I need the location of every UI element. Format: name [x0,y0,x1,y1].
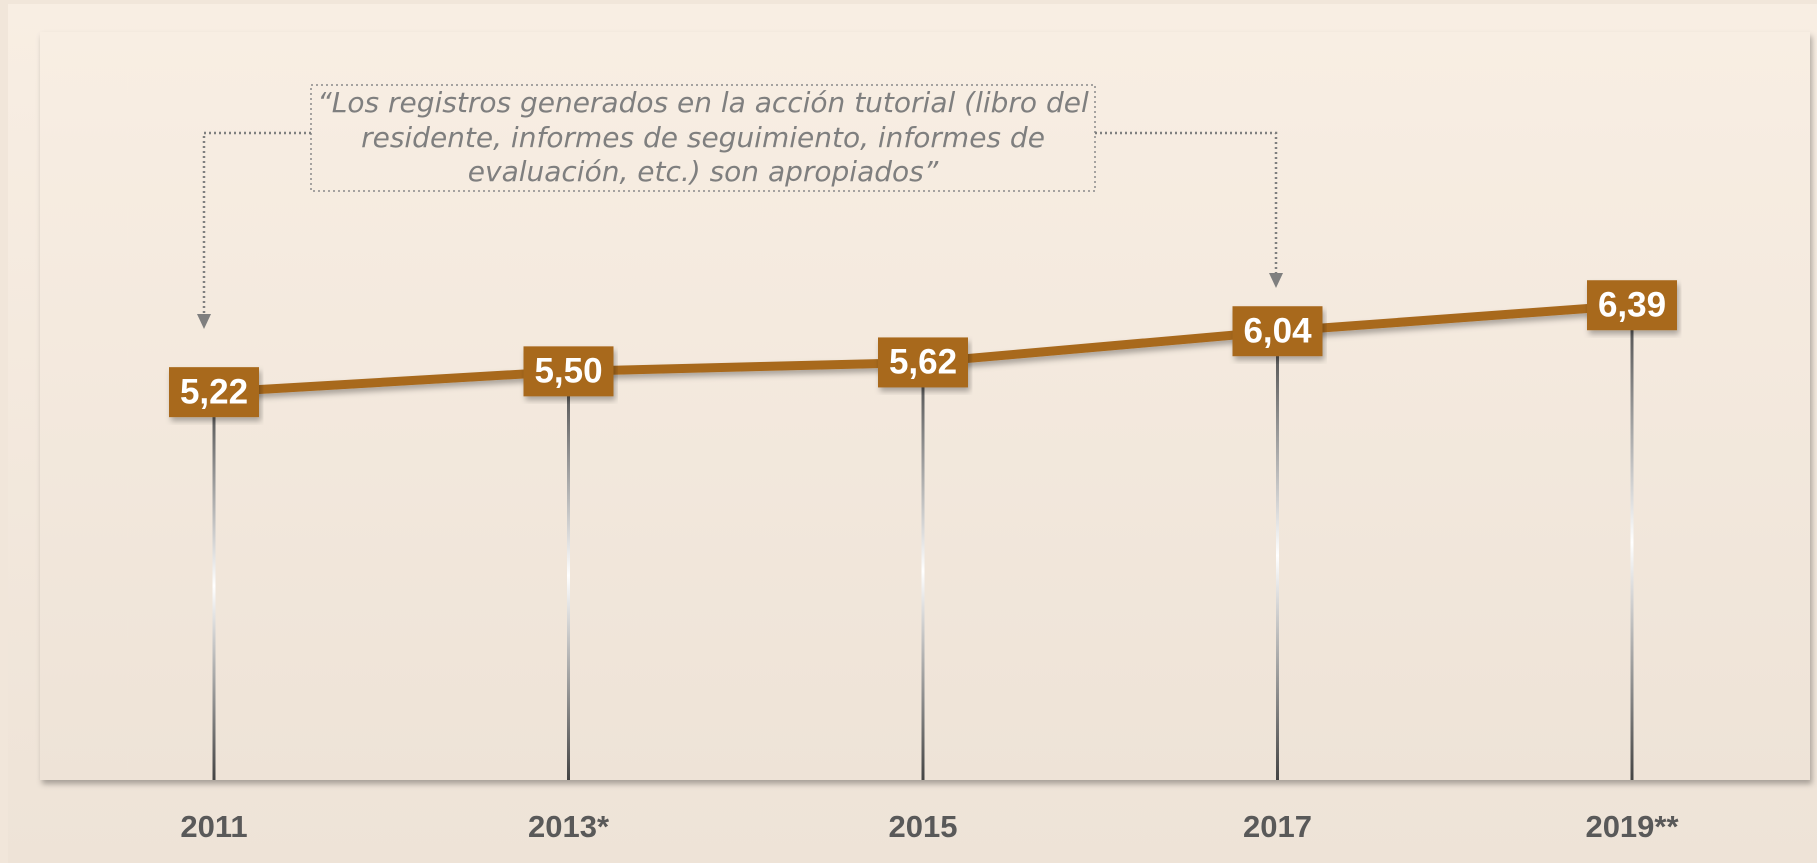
annotation-arrow [202,131,311,316]
value-label: 6,04 [1243,311,1312,350]
drop-line [212,392,216,780]
value-box [878,337,968,388]
drop-line [921,362,925,780]
plot-panel [40,32,1810,780]
annotation-line: residente, informes de seguimiento, info… [361,121,1045,154]
drop-line [1630,305,1634,780]
value-label: 6,39 [1598,285,1666,324]
value-box [169,367,259,418]
value-label: 5,22 [180,372,248,411]
value-label: 5,50 [534,352,602,391]
drop-line [567,371,570,780]
x-tick-label: 2019** [1585,809,1679,844]
annotation-line: evaluación, etc.) son apropiados” [468,155,939,188]
value-label: 5,62 [889,343,957,382]
x-tick-label: 2015 [889,809,958,844]
annotation-line: “Los registros generados en la acción tu… [317,86,1089,119]
drop-line [1276,331,1279,780]
value-box [523,346,614,397]
x-tick-label: 2017 [1243,809,1312,844]
annotation-arrow [1095,131,1278,275]
value-box [1232,306,1323,357]
arrow-head [197,314,211,329]
arrow-head [1269,273,1283,288]
x-tick-label: 2011 [180,809,247,844]
x-tick-label: 2013* [528,809,610,844]
value-box [1587,280,1677,331]
annotation-box [310,84,1096,192]
